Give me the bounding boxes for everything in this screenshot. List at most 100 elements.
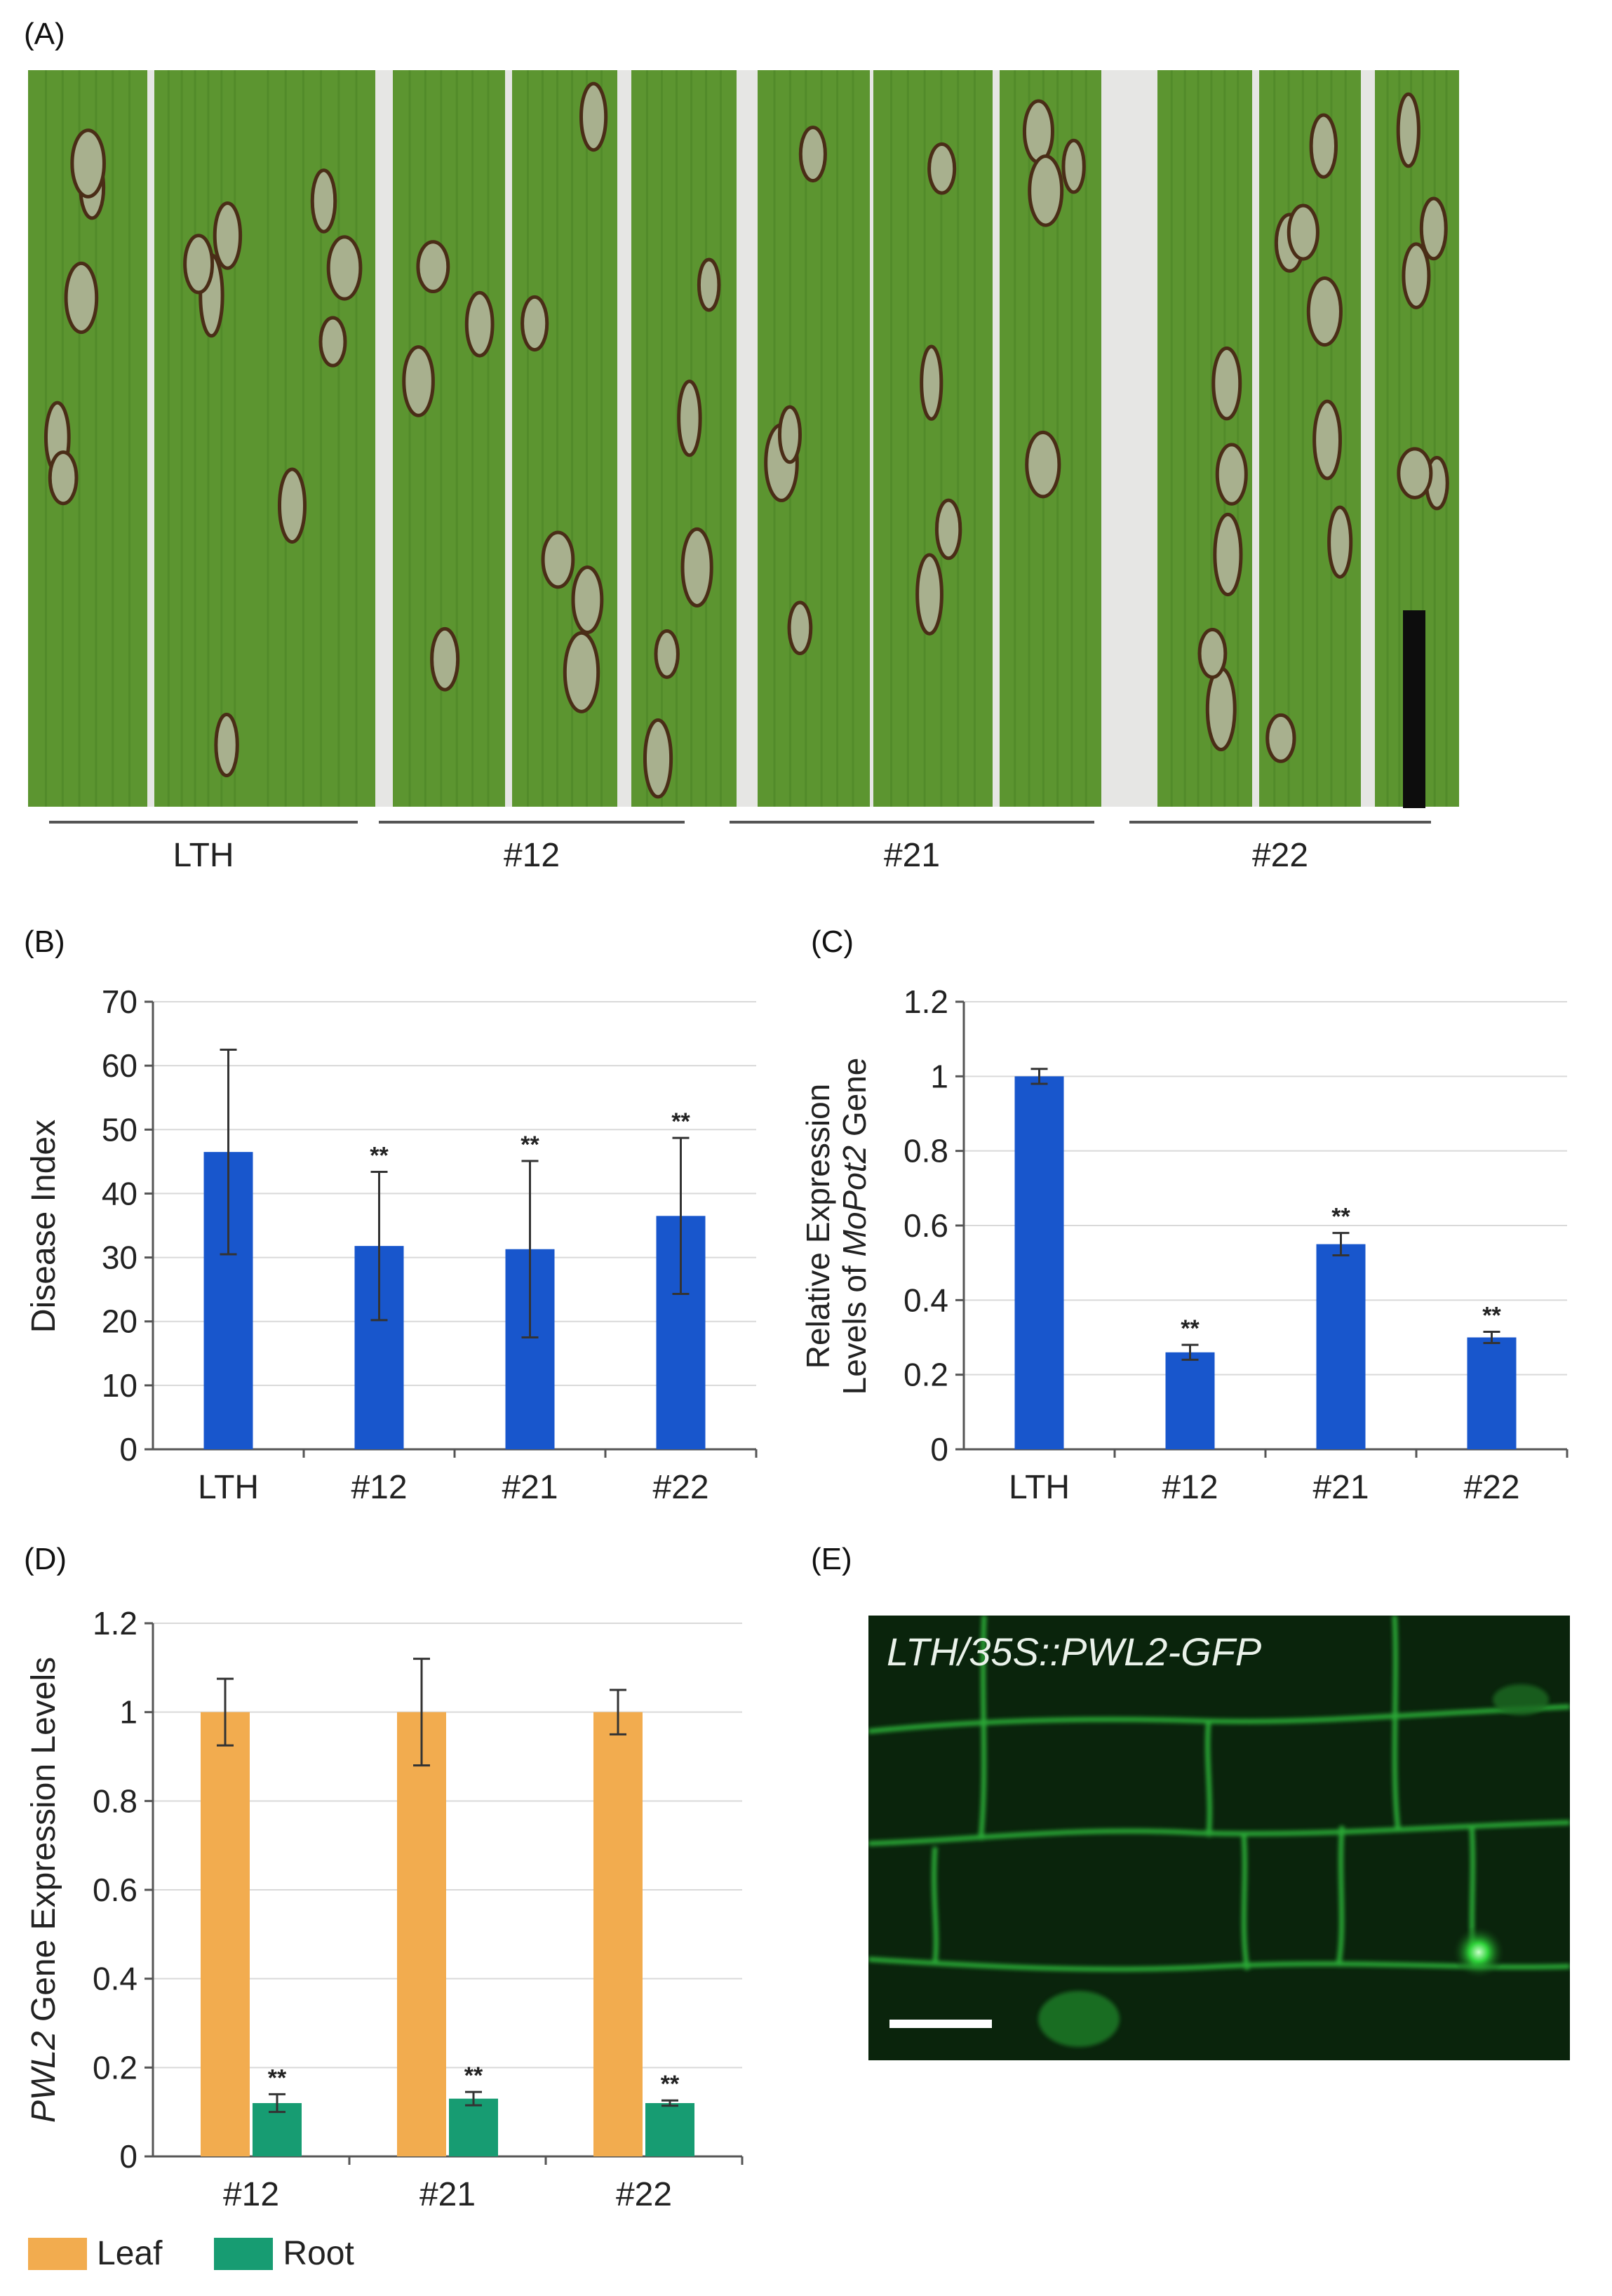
lesion [310,168,337,234]
group-underline [49,821,358,824]
y-tick-label: 1.2 [904,983,948,1020]
x-tick-label: #21 [502,1469,558,1506]
y-axis-title: Disease Index [25,1120,62,1333]
lesion [563,631,600,713]
lesion [1327,505,1353,579]
leaf-strips [28,70,1459,807]
group-underline [1129,821,1431,824]
y-tick-label: 1 [930,1058,948,1094]
leaf-strip [154,70,249,807]
panel-letter-c: (C) [811,925,854,959]
group-underline [379,821,685,824]
gfp-micrograph [868,1616,1570,2060]
lesion [1309,113,1338,179]
bar [1014,1076,1064,1449]
bar [201,1712,250,2156]
scale-bar [889,2020,992,2028]
bar [1165,1352,1215,1449]
scale-bar [1403,610,1425,808]
lesion [1028,154,1064,227]
lesion [680,527,713,607]
lesion [1197,627,1228,679]
x-tick-label: LTH [198,1469,259,1506]
x-tick-label: #12 [223,2176,279,2213]
bar [449,2098,498,2156]
lesion [318,316,347,368]
x-tick-label: #21 [1312,1469,1369,1506]
lesion [787,600,813,655]
legend: Leaf Root [28,2234,406,2273]
group-underline [730,821,1094,824]
panel-letter-d: (D) [24,1542,67,1576]
significance-label: ** [661,2071,680,2097]
y-tick-label: 0 [119,1431,137,1468]
cell-wall [1392,1616,1401,1830]
y-axis-title-rest: Gene Expression Levels [25,1657,62,2032]
y-tick-label: 0.4 [93,1961,137,1997]
lesion [464,290,495,358]
lesion [1211,346,1242,421]
y-tick-label: 0.4 [904,1282,948,1318]
y-tick-label: 20 [102,1303,137,1340]
y-tick-label: 0.8 [93,1783,137,1819]
lesion [541,530,575,589]
lesion [579,81,608,152]
group-12: #12 [379,821,685,874]
lesion [1306,276,1343,347]
y-tick-label: 0.6 [93,1872,137,1908]
leaf-strip [1259,70,1361,807]
lesion [1215,443,1248,506]
group-label: #12 [503,837,560,874]
significance-label: ** [464,2062,483,2089]
significance-label: ** [1181,1315,1200,1342]
significance-label: ** [1331,1204,1350,1230]
chart-disease-index: 0 10 20 30 40 50 60 70 LTH #12 ** #21 ** #22 ** Disease… [25,983,758,1506]
bar [1316,1244,1366,1449]
cell-wall [932,1846,939,1963]
cell-wall [1241,1832,1250,1971]
cell-wall [1336,1825,1345,1967]
leaf-photo [28,70,1459,808]
legend-label-leaf: Leaf [97,2235,163,2272]
lesion [798,126,827,183]
group-label: #21 [883,837,941,874]
panel-letter-a: (A) [24,17,65,51]
lesion [677,380,702,457]
y-tick-label: 40 [102,1175,137,1211]
cell-walls [868,1616,1570,1972]
lesion [1397,447,1433,499]
group-22: #22 [1129,821,1431,874]
y-tick-label: 0.2 [93,2049,137,2086]
x-tick-label: LTH [1009,1469,1070,1506]
lesion [1022,99,1054,164]
gfp-spot [1452,1926,1505,1979]
group-label: LTH [173,837,234,874]
y-tick-label: 1 [119,1694,137,1731]
legend-label-root: Root [283,2235,354,2272]
y-tick-label: 10 [102,1367,137,1404]
y-tick-label: 50 [102,1111,137,1148]
legend-swatch-root [214,2237,274,2270]
nucleus [1038,1991,1120,2047]
lesion [326,235,363,301]
y-tick-label: 70 [102,983,137,1020]
lesion [571,565,604,634]
x-tick-label: #22 [1463,1469,1519,1506]
lesion [214,712,239,778]
x-tick-label: #21 [419,2176,476,2213]
bar [1467,1337,1517,1449]
x-tick-label: #22 [616,2176,672,2213]
y-axis-title: PWL2 Gene Expression Levels [25,1657,62,2123]
significance-label: ** [268,2065,287,2091]
x-tick-label: #22 [652,1469,708,1506]
lesion [1061,138,1086,194]
y-tick-label: 30 [102,1240,137,1276]
lesion [927,142,957,195]
legend-swatch-leaf [28,2237,87,2270]
lesion [1205,666,1237,751]
y-axis-title-gene: PWL2 [25,2031,62,2123]
lesion [520,295,549,352]
lesion [1265,713,1296,763]
lesion [1025,430,1061,499]
micrograph-label: LTH/35S::PWL2-GFP [887,1630,1262,1674]
